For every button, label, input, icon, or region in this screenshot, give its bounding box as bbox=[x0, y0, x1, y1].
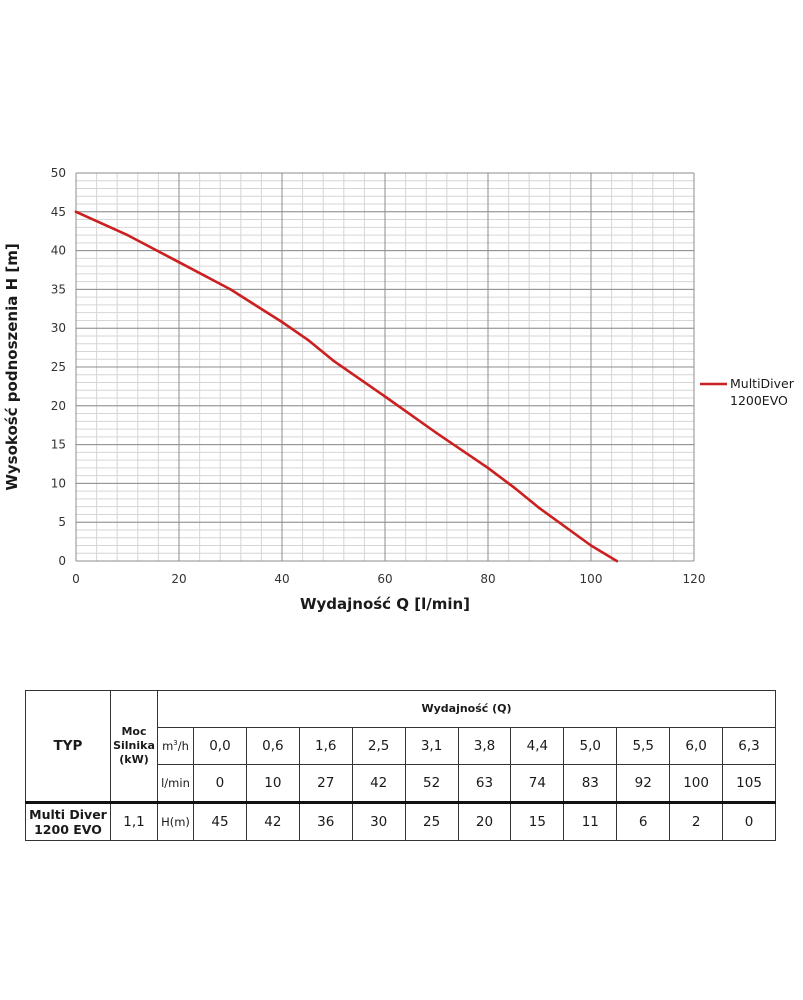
pump-power: 1,1 bbox=[110, 801, 158, 841]
cell-m3h: 3,1 bbox=[404, 727, 459, 765]
y-tick-label: 10 bbox=[51, 476, 66, 490]
cell-head: 25 bbox=[404, 801, 459, 841]
cell-head: 15 bbox=[510, 801, 565, 841]
cell-m3h: 1,6 bbox=[298, 727, 353, 765]
data-point bbox=[538, 506, 541, 510]
cell-m3h: 5,5 bbox=[616, 727, 671, 765]
x-tick-label: 0 bbox=[72, 572, 80, 586]
power-header-line-3: (kW) bbox=[119, 753, 149, 766]
cell-head: 45 bbox=[193, 801, 247, 841]
cell-lmin: 105 bbox=[722, 764, 776, 803]
table-row-data: Multi Diver 1200 EVO 1,1 H(m) 45 42 36 30 25… bbox=[25, 801, 776, 841]
y-tick-label: 40 bbox=[51, 244, 66, 258]
y-tick-label: 30 bbox=[51, 321, 66, 335]
performance-table: TYP Moc Silnika (kW) Wydajność (Q) m3/h … bbox=[25, 690, 776, 841]
cell-lmin: 83 bbox=[563, 764, 618, 803]
cell-m3h: 0,0 bbox=[193, 727, 247, 765]
cell-head: 11 bbox=[563, 801, 618, 841]
data-point bbox=[177, 260, 181, 264]
data-point bbox=[74, 210, 78, 214]
data-point bbox=[126, 233, 129, 237]
data-point bbox=[435, 431, 438, 435]
major-grid bbox=[75, 172, 695, 562]
y-tick-labels: 0 5 10 15 20 25 30 35 40 45 50 bbox=[51, 166, 66, 568]
unit-h: H(m) bbox=[157, 801, 194, 841]
cell-lmin: 52 bbox=[404, 764, 459, 803]
unit-m3h-rest: /h bbox=[177, 739, 189, 753]
cell-head: 20 bbox=[457, 801, 512, 841]
cell-lmin: 42 bbox=[351, 764, 406, 803]
y-tick-label: 50 bbox=[51, 166, 66, 180]
y-tick-label: 5 bbox=[58, 515, 66, 529]
cell-m3h: 4,4 bbox=[510, 727, 565, 765]
data-point bbox=[332, 359, 335, 363]
power-header: Moc Silnika (kW) bbox=[110, 690, 158, 803]
legend-label-line-1: MultiDiver bbox=[730, 376, 795, 391]
series-group bbox=[74, 210, 619, 563]
cell-m3h: 5,0 bbox=[563, 727, 618, 765]
legend: MultiDiver 1200EVO bbox=[700, 376, 795, 408]
unit-m3h-base: m bbox=[162, 739, 174, 753]
x-tick-label: 80 bbox=[480, 572, 495, 586]
unit-lmin: l/min bbox=[157, 764, 194, 803]
x-tick-label: 60 bbox=[377, 572, 392, 586]
y-tick-label: 15 bbox=[51, 438, 66, 452]
y-tick-label: 25 bbox=[51, 360, 66, 374]
cell-m3h: 2,5 bbox=[351, 727, 406, 765]
y-tick-label: 0 bbox=[58, 554, 66, 568]
data-point bbox=[229, 288, 232, 291]
performance-chart: 0 20 40 60 80 100 120 0 5 10 15 20 25 30 35 40 45 50 Wyd… bbox=[3, 166, 795, 613]
cell-lmin: 27 bbox=[298, 764, 353, 803]
y-axis-title: Wysokość podnoszenia H [m] bbox=[3, 243, 21, 490]
flow-header: Wydajność (Q) bbox=[157, 690, 776, 728]
typ-header: TYP bbox=[25, 690, 111, 803]
pump-model-line-2: 1200 EVO bbox=[34, 822, 102, 837]
data-point bbox=[615, 559, 619, 563]
cell-lmin: 92 bbox=[616, 764, 671, 803]
data-point bbox=[486, 466, 490, 470]
x-tick-label: 100 bbox=[580, 572, 603, 586]
cell-head: 30 bbox=[351, 801, 406, 841]
cell-m3h: 0,6 bbox=[245, 727, 300, 765]
cell-lmin: 63 bbox=[457, 764, 512, 803]
cell-lmin: 100 bbox=[669, 764, 724, 803]
pump-model-line-1: Multi Diver bbox=[29, 807, 107, 822]
cell-head: 2 bbox=[669, 801, 724, 841]
y-tick-label: 45 bbox=[51, 205, 66, 219]
x-tick-label: 40 bbox=[274, 572, 289, 586]
data-point bbox=[512, 485, 516, 489]
x-tick-labels: 0 20 40 60 80 100 120 bbox=[72, 572, 705, 586]
legend-label-line-2: 1200EVO bbox=[730, 393, 788, 408]
x-tick-label: 20 bbox=[171, 572, 186, 586]
series-line bbox=[74, 210, 619, 563]
cell-m3h: 6,3 bbox=[722, 727, 776, 765]
data-point bbox=[383, 395, 387, 398]
data-point bbox=[280, 320, 284, 324]
cell-m3h: 3,8 bbox=[457, 727, 512, 765]
cell-head: 36 bbox=[298, 801, 353, 841]
unit-m3h-sup: 3 bbox=[173, 739, 178, 748]
y-tick-label: 35 bbox=[51, 282, 66, 296]
y-tick-label: 20 bbox=[51, 399, 66, 413]
unit-m3h: m3/h bbox=[157, 727, 194, 765]
table-row-lmin: l/min 0 10 27 42 52 63 74 83 92 100 105 bbox=[26, 764, 776, 803]
data-point bbox=[306, 338, 310, 342]
pump-model-name: Multi Diver 1200 EVO bbox=[25, 801, 111, 841]
x-tick-label: 120 bbox=[683, 572, 706, 586]
data-point bbox=[589, 544, 593, 547]
table-header-row-1: TYP Moc Silnika (kW) Wydajność (Q) bbox=[25, 690, 776, 803]
cell-lmin: 0 bbox=[193, 764, 247, 803]
x-axis-title: Wydajność Q [l/min] bbox=[300, 595, 470, 613]
cell-head: 0 bbox=[722, 801, 776, 841]
cell-lmin: 74 bbox=[510, 764, 565, 803]
cell-lmin: 10 bbox=[245, 764, 300, 803]
cell-m3h: 6,0 bbox=[669, 727, 724, 765]
cell-head: 42 bbox=[245, 801, 300, 841]
power-header-line-1: Moc bbox=[121, 725, 147, 738]
power-header-line-2: Silnika bbox=[113, 739, 155, 752]
cell-head: 6 bbox=[616, 801, 671, 841]
